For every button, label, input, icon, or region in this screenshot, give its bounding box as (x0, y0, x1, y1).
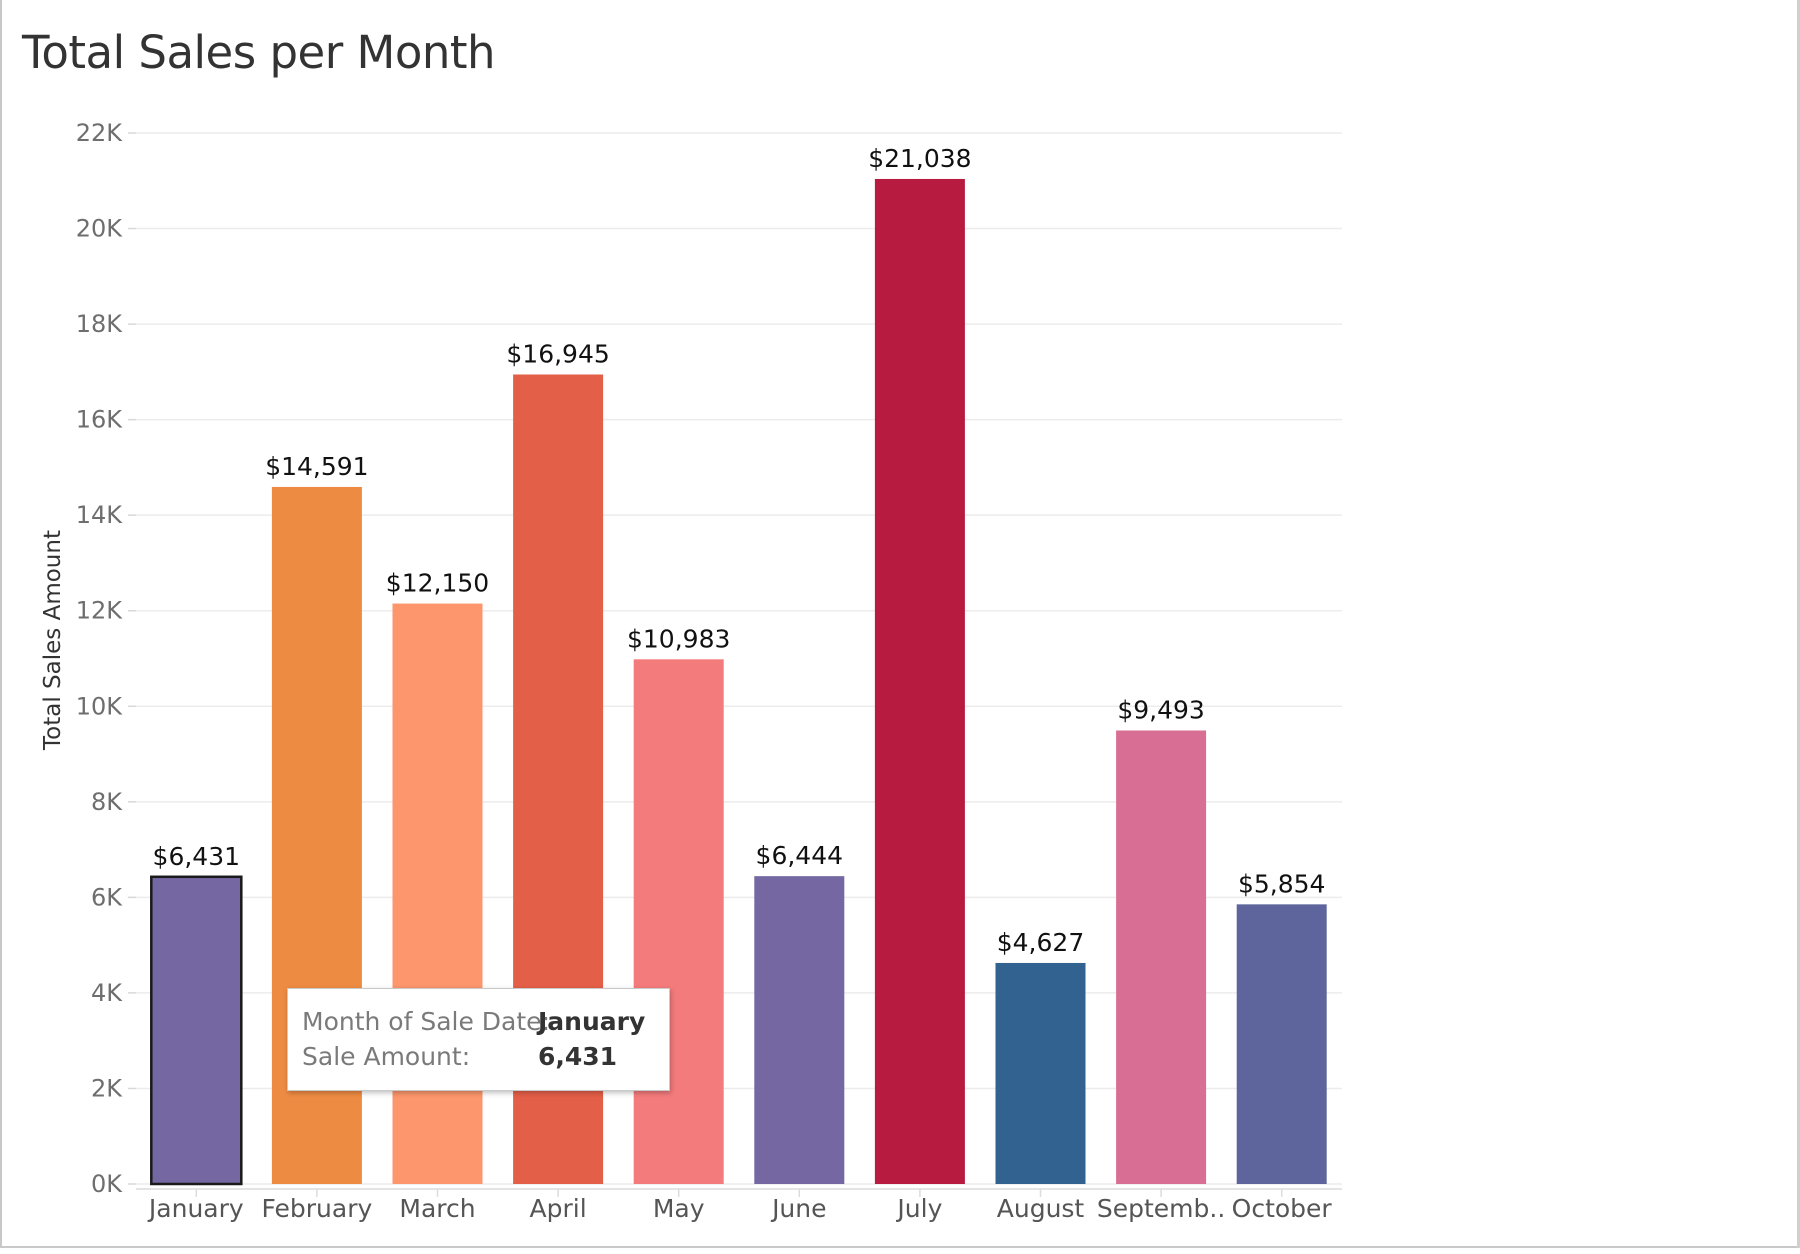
x-tick-label: Septemb.. (1097, 1194, 1225, 1223)
data-label: $6,431 (153, 842, 240, 871)
x-tick-label: June (770, 1194, 826, 1223)
x-tick-label: February (262, 1194, 373, 1223)
data-label: $21,038 (868, 144, 971, 173)
y-tick-label: 0K (91, 1170, 123, 1198)
bar-august[interactable] (995, 962, 1086, 1184)
x-tick-label: January (147, 1194, 244, 1223)
panel-divider (1797, 0, 1800, 1248)
y-tick-label: 4K (91, 979, 123, 1007)
y-axis-label: Total Sales Amount (40, 530, 66, 751)
x-tick-label: October (1232, 1194, 1333, 1223)
x-tick-label: May (653, 1194, 705, 1223)
bar-march[interactable] (392, 603, 483, 1184)
data-label: $6,444 (756, 841, 843, 870)
bar-june[interactable] (754, 876, 845, 1184)
data-label: $10,983 (627, 624, 730, 653)
data-label: $9,493 (1117, 695, 1204, 724)
tooltip-amount-row: Sale Amount: 6,431 (302, 1042, 617, 1071)
tooltip-month-value: January (538, 1007, 646, 1036)
tooltip-amount-key: Sale Amount: (302, 1042, 471, 1071)
data-label: $4,627 (997, 928, 1084, 957)
y-tick-label: 20K (76, 215, 124, 243)
bar-october[interactable] (1236, 904, 1327, 1184)
bars (150, 178, 1327, 1186)
x-tick-label: March (399, 1194, 475, 1223)
y-axis-ticks: 0K 2K 4K 6K 8K 10K 12K 14K 16K 18K 20K 22K (76, 119, 136, 1198)
data-label: $16,945 (506, 339, 609, 368)
bar-septemb[interactable] (1116, 730, 1207, 1184)
tooltip-month-key: Month of Sale Date: (302, 1007, 550, 1036)
y-tick-label: 22K (76, 119, 124, 147)
x-tick-label: July (895, 1194, 942, 1223)
bar-july[interactable] (874, 178, 965, 1184)
bar-may[interactable] (633, 659, 724, 1184)
tooltip-month-row: Month of Sale Date: January (302, 1007, 645, 1036)
data-label: $14,591 (265, 452, 368, 481)
y-tick-label: 18K (76, 310, 124, 338)
y-tick-label: 2K (91, 1074, 123, 1102)
bar-january[interactable] (150, 875, 243, 1186)
y-tick-label: 12K (76, 597, 124, 625)
chart-title: Total Sales per Month (22, 26, 496, 79)
x-axis-ticks: January February March April May June July Augu… (136, 1188, 1342, 1223)
data-label: $12,150 (386, 569, 489, 598)
data-labels: $6,431 $14,591 $12,150 $16,945 $10,983 $6,444… (153, 144, 1326, 957)
y-tick-label: 8K (91, 788, 123, 816)
x-tick-label: August (997, 1194, 1085, 1223)
hover-tooltip: Month of Sale Date: January Sale Amount:… (287, 988, 670, 1091)
tooltip-amount-value: 6,431 (538, 1042, 618, 1071)
data-label: $5,854 (1238, 869, 1325, 898)
y-tick-label: 14K (76, 501, 124, 529)
x-tick-label: April (530, 1194, 587, 1223)
y-tick-label: 6K (91, 883, 123, 911)
y-tick-label: 16K (76, 406, 124, 434)
y-tick-label: 10K (76, 692, 124, 720)
